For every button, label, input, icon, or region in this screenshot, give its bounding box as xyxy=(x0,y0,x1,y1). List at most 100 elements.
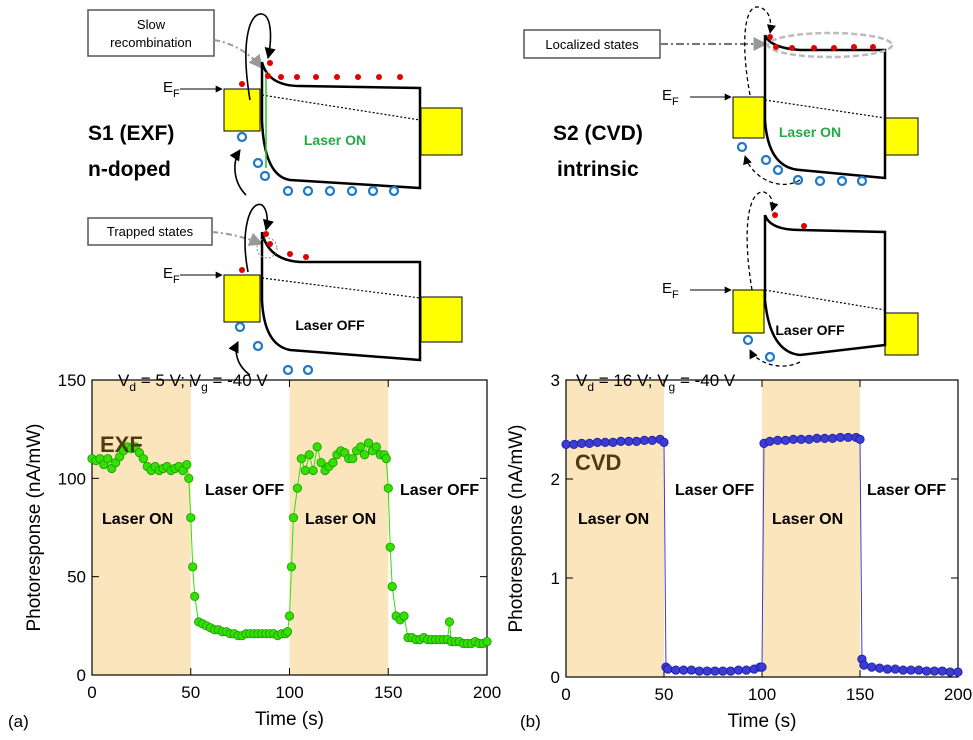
band xyxy=(260,231,422,362)
data-point xyxy=(804,434,814,444)
data-point xyxy=(788,434,798,444)
data-point xyxy=(292,483,302,493)
condition-text: V xyxy=(118,371,130,390)
note-box xyxy=(87,217,213,246)
holes xyxy=(234,321,314,376)
data-point xyxy=(647,435,657,445)
condition-subscript: d xyxy=(129,380,136,394)
data-point xyxy=(381,454,391,464)
condition-subscript: g xyxy=(669,380,676,394)
laser-label: Laser OFF xyxy=(400,482,479,499)
condition: Vd = 5 V; Vg = -40 V xyxy=(118,371,268,394)
laser-on-span xyxy=(92,380,191,675)
fermi-e: E xyxy=(662,87,672,104)
data-point xyxy=(569,439,579,449)
data-point xyxy=(773,435,783,445)
laser-label: Laser OFF xyxy=(775,322,845,338)
data-point xyxy=(678,665,689,675)
data-point xyxy=(387,581,397,592)
contact xyxy=(884,312,919,356)
sample-label: CVD xyxy=(575,450,621,475)
data-point xyxy=(190,591,200,601)
laser-label: Laser ON xyxy=(304,132,366,148)
data-point xyxy=(663,664,673,674)
contact xyxy=(732,289,765,334)
fermi-label: EF xyxy=(163,265,180,286)
condition-text: = -40 V xyxy=(675,371,736,390)
data-point xyxy=(780,435,791,445)
data-point xyxy=(671,665,681,675)
data-point xyxy=(953,667,963,677)
note: recombination xyxy=(110,35,192,50)
data-point xyxy=(741,665,751,675)
fermi-e: E xyxy=(163,79,173,96)
x-tick-label: 150 xyxy=(374,683,402,702)
arrow xyxy=(245,13,276,101)
arrow xyxy=(244,203,274,273)
laser-label: Laser OFF xyxy=(867,482,946,499)
laser-label: Laser ON xyxy=(305,511,376,528)
data-point xyxy=(757,662,767,672)
data-point xyxy=(284,611,295,621)
condition-text: V xyxy=(576,371,588,390)
data-point xyxy=(308,465,318,476)
data-point xyxy=(348,454,358,464)
arrow xyxy=(746,191,779,291)
condition: Vd = 16 V; Vg = -40 V xyxy=(576,371,736,394)
laser-label: Laser OFF xyxy=(205,482,284,499)
laser-label: Laser ON xyxy=(102,511,173,528)
y-tick-label: 3 xyxy=(551,371,560,390)
note: Localized states xyxy=(545,37,639,52)
y-axis-title: Photoresponse (nA/mW) xyxy=(24,423,45,631)
fermi-label: EF xyxy=(662,280,679,301)
contact xyxy=(732,96,765,139)
data-point xyxy=(702,666,712,676)
contact xyxy=(884,117,919,156)
fermi-e: E xyxy=(662,280,672,297)
data-point xyxy=(855,434,865,444)
data-point xyxy=(726,666,736,676)
y-axis-title: Photoresponse (nA/mW) xyxy=(506,424,527,632)
data-point xyxy=(383,483,393,493)
x-tick-label: 100 xyxy=(748,685,776,704)
data-point xyxy=(733,665,744,675)
laser-label: Laser ON xyxy=(578,511,649,528)
x-axis-title: Time (s) xyxy=(255,709,324,730)
pointer xyxy=(213,39,263,70)
laser-on-span xyxy=(566,380,664,677)
data-point xyxy=(686,665,697,675)
laser-label: Laser OFF xyxy=(675,482,754,499)
y-tick-label: 0 xyxy=(551,668,560,687)
contact xyxy=(223,88,261,132)
note-box xyxy=(87,9,215,57)
data-point xyxy=(616,436,626,446)
data-point xyxy=(843,432,853,443)
sample-title: intrinsic xyxy=(557,158,639,181)
data-point xyxy=(282,627,293,637)
data-point xyxy=(316,457,326,468)
condition-subscript: g xyxy=(201,380,208,394)
potential xyxy=(261,94,421,121)
electrons xyxy=(767,34,876,51)
data-point xyxy=(639,435,650,445)
holes xyxy=(736,141,868,187)
data-point xyxy=(399,611,409,621)
data-point xyxy=(890,664,900,674)
x-tick-label: 150 xyxy=(846,685,874,704)
plot-frame xyxy=(91,379,488,676)
y-tick-label: 50 xyxy=(67,568,86,587)
sample-label: EXF xyxy=(100,432,143,457)
data-point xyxy=(624,436,634,446)
data-point xyxy=(898,665,908,675)
note-box xyxy=(523,29,661,59)
data-point xyxy=(103,454,113,464)
condition-text: = -40 V xyxy=(208,371,269,390)
laser-on-span xyxy=(762,380,860,677)
data-point xyxy=(820,433,830,444)
plot-frame xyxy=(565,379,959,678)
y-tick-label: 1 xyxy=(551,569,560,588)
band xyxy=(763,214,887,357)
sample-title: n-doped xyxy=(88,158,171,181)
data-point xyxy=(914,665,924,675)
data-point xyxy=(835,432,846,443)
